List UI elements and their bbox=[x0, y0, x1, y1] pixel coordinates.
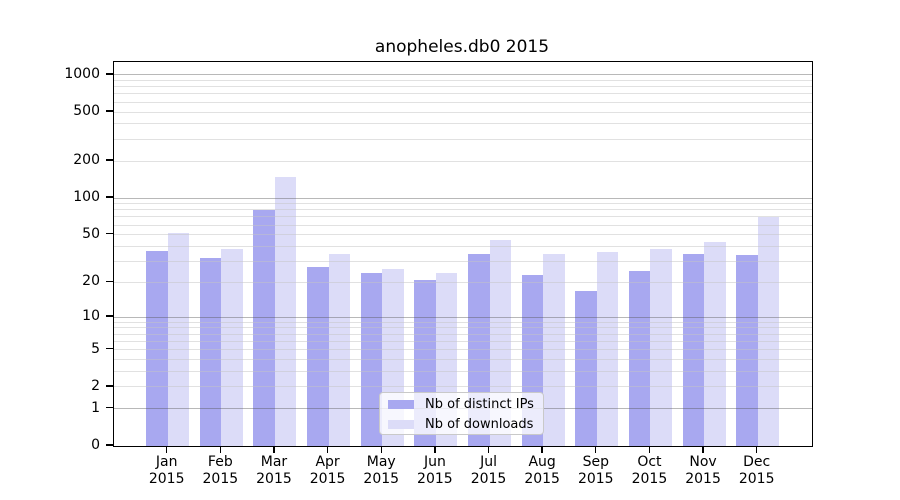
gridline-700 bbox=[114, 93, 812, 95]
plot-area: Nb of distinct IPs Nb of downloads bbox=[113, 61, 813, 447]
gridline-300 bbox=[114, 138, 812, 140]
y-tick-label-1000: 1000 bbox=[64, 65, 100, 82]
y-tick-mark-1000 bbox=[106, 73, 113, 75]
gridline-7 bbox=[114, 333, 812, 335]
legend-label-ips: Nb of distinct IPs bbox=[425, 396, 534, 412]
y-tick-mark-500 bbox=[106, 110, 113, 112]
y-tick-mark-1 bbox=[106, 407, 113, 409]
gridline-30 bbox=[114, 261, 812, 263]
x-tick-label-jan: Jan 2015 bbox=[148, 454, 185, 487]
gridline-10 bbox=[114, 316, 812, 318]
gridline-90 bbox=[114, 203, 812, 205]
ips-color-swatch bbox=[388, 399, 414, 409]
bar-downloads-dec bbox=[757, 217, 780, 446]
gridline-600 bbox=[114, 101, 812, 103]
gridline-5 bbox=[114, 349, 812, 351]
y-tick-mark-0 bbox=[106, 444, 113, 446]
x-tick-mark-mar bbox=[273, 446, 275, 453]
x-tick-label-nov: Nov 2015 bbox=[685, 454, 721, 487]
gridline-3 bbox=[114, 371, 812, 373]
x-tick-label-jun: Jun 2015 bbox=[417, 454, 453, 487]
y-tick-label-0: 0 bbox=[91, 437, 100, 453]
bar-downloads-mar bbox=[274, 177, 297, 446]
x-tick-mark-feb bbox=[219, 446, 222, 453]
x-tick-mark-may bbox=[380, 446, 382, 453]
x-tick-label-apr: Apr 2015 bbox=[309, 454, 346, 487]
x-tick-mark-aug bbox=[541, 446, 543, 453]
gridline-1000 bbox=[114, 74, 812, 76]
gridline-400 bbox=[114, 123, 812, 125]
gridline-2 bbox=[114, 386, 812, 388]
x-tick-label-jul: Jul 2015 bbox=[470, 454, 507, 487]
x-tick-mark-apr bbox=[326, 446, 329, 453]
bar-downloads-sep bbox=[596, 252, 619, 446]
y-tick-label-5: 5 bbox=[91, 340, 100, 357]
bar-ips-oct bbox=[628, 270, 651, 446]
x-tick-label-feb: Feb 2015 bbox=[202, 454, 239, 487]
bar-downloads-jan bbox=[167, 232, 190, 446]
gridline-40 bbox=[114, 245, 812, 247]
gridline-500 bbox=[114, 111, 812, 113]
bar-downloads-nov bbox=[704, 241, 726, 446]
y-tick-label-50: 50 bbox=[82, 225, 100, 242]
y-tick-mark-20 bbox=[106, 280, 113, 283]
y-tick-mark-2 bbox=[106, 385, 113, 387]
gridline-800 bbox=[114, 86, 812, 88]
x-tick-label-may: May 2015 bbox=[363, 454, 400, 487]
gridline-6 bbox=[114, 340, 812, 342]
y-tick-label-1: 1 bbox=[91, 399, 100, 416]
legend: Nb of distinct IPs Nb of downloads bbox=[379, 392, 544, 435]
legend-label-downloads: Nb of downloads bbox=[425, 416, 534, 432]
y-tick-mark-200 bbox=[106, 159, 113, 161]
y-tick-label-200: 200 bbox=[73, 152, 100, 169]
y-tick-mark-5 bbox=[106, 348, 113, 350]
bar-downloads-oct bbox=[650, 249, 672, 446]
gridline-100 bbox=[114, 197, 812, 199]
downloads-color-swatch bbox=[388, 419, 414, 429]
x-tick-label-dec: Dec 2015 bbox=[738, 454, 775, 487]
x-tick-mark-nov bbox=[702, 446, 704, 453]
x-tick-mark-dec bbox=[755, 446, 758, 453]
bar-ips-sep bbox=[575, 290, 597, 446]
chart-title: anopheles.db0 2015 bbox=[374, 37, 550, 57]
gridline-20 bbox=[114, 281, 812, 283]
x-tick-label-aug: Aug 2015 bbox=[524, 454, 560, 487]
y-tick-label-500: 500 bbox=[73, 103, 100, 120]
gridline-70 bbox=[114, 216, 812, 218]
x-tick-mark-jan bbox=[166, 446, 168, 453]
y-tick-mark-100 bbox=[106, 196, 113, 198]
gridline-60 bbox=[114, 224, 812, 226]
x-tick-label-sep: Sep 2015 bbox=[577, 454, 614, 487]
gridline-80 bbox=[114, 209, 812, 211]
x-tick-mark-oct bbox=[648, 446, 651, 453]
bar-ips-apr bbox=[307, 267, 329, 446]
bar-ips-feb bbox=[199, 258, 222, 446]
gridline-900 bbox=[114, 80, 812, 81]
y-tick-label-20: 20 bbox=[82, 273, 100, 290]
bar-downloads-feb bbox=[221, 249, 243, 446]
grid-layer bbox=[114, 62, 812, 446]
x-tick-mark-jun bbox=[434, 446, 436, 453]
y-axis: 0 1 2 5 10 20 50 100 200 500 1000 bbox=[0, 61, 113, 453]
gridline-8 bbox=[114, 327, 812, 329]
bar-ips-jan bbox=[146, 250, 168, 446]
y-tick-mark-50 bbox=[106, 233, 113, 235]
y-tick-mark-10 bbox=[106, 315, 113, 317]
x-tick-mark-sep bbox=[595, 446, 597, 453]
x-tick-mark-jul bbox=[487, 446, 490, 453]
legend-row-ips: Nb of distinct IPs bbox=[388, 394, 534, 414]
x-tick-label-mar: Mar 2015 bbox=[256, 454, 292, 487]
y-tick-label-2: 2 bbox=[91, 377, 100, 394]
gridline-4 bbox=[114, 359, 812, 361]
y-tick-label-100: 100 bbox=[73, 189, 100, 206]
gridline-9 bbox=[114, 321, 812, 323]
y-tick-label-10: 10 bbox=[82, 308, 100, 325]
gridline-50 bbox=[114, 234, 812, 236]
legend-row-downloads: Nb of downloads bbox=[388, 414, 533, 434]
gridline-200 bbox=[114, 160, 812, 162]
bar-ips-dec bbox=[736, 255, 758, 446]
x-tick-label-oct: Oct 2015 bbox=[631, 454, 668, 487]
x-axis: Jan 2015 Feb 2015 Mar 2015 Apr 2015 May 2015 Jun 20… bbox=[113, 445, 811, 500]
